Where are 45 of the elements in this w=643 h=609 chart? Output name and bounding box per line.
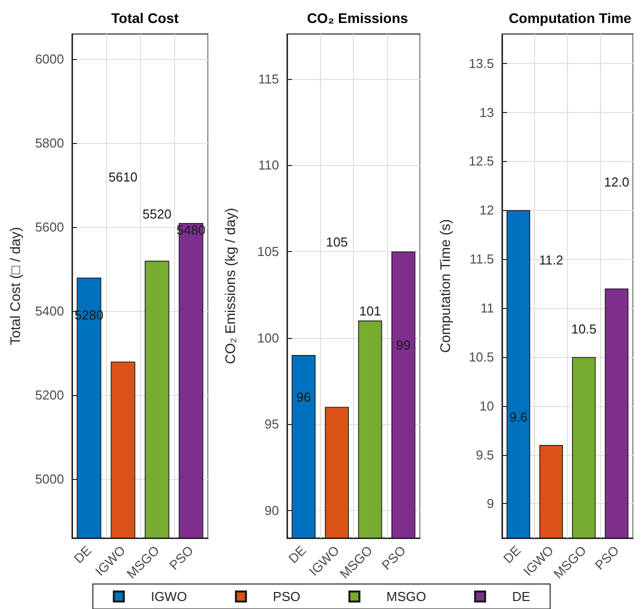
y-tick-label: 5200	[35, 388, 64, 403]
annotation: 99	[396, 338, 411, 352]
annotation: 5520	[142, 206, 172, 222]
annotation: 105	[326, 234, 348, 250]
y-tick-label: 12	[480, 202, 494, 218]
annotation: 96	[296, 390, 311, 404]
y-tick-label: 5800	[35, 136, 64, 151]
y-tick-label: 9	[486, 496, 494, 512]
x-tick-label: DE	[70, 542, 95, 566]
y-tick-label: 6000	[35, 52, 64, 67]
chart-title: Computation Time	[508, 10, 632, 26]
y-tick-label: 5000	[35, 472, 64, 487]
y-tick-label: 105	[257, 244, 279, 259]
y-tick-label: 115	[258, 71, 279, 86]
y-axis-title: CO₂ Emissions (kg / day)	[222, 208, 238, 364]
y-axis-title: Computation Time (s)	[437, 219, 453, 353]
y-tick-label: 10	[480, 398, 494, 414]
y-tick-label: 11	[480, 300, 494, 316]
x-tick-label: DE	[286, 542, 310, 566]
annotation: 9.6	[509, 410, 528, 424]
y-axis-title: Total Cost (□ / day)	[7, 226, 23, 346]
annotation: 11.2	[538, 252, 564, 268]
y-tick-label: 13	[480, 104, 494, 120]
annotation: 10.5	[571, 322, 597, 336]
y-tick-label: 10.5	[468, 349, 494, 364]
annotation: 12.0	[604, 174, 630, 190]
y-tick-label: 100	[257, 330, 279, 346]
y-tick-label: 12.5	[468, 154, 494, 169]
y-tick-label: 110	[258, 158, 279, 173]
legend-label: IGWO	[150, 589, 187, 604]
y-tick-label: 5600	[35, 220, 64, 235]
y-tick-label: 11.5	[470, 252, 494, 267]
legend-label: DE	[512, 589, 530, 604]
y-tick-label: 5400	[35, 304, 64, 319]
legend-label: MSGO	[386, 589, 426, 604]
chart-title: CO₂ Emissions	[306, 10, 408, 26]
annotation: 5610	[108, 170, 138, 184]
y-tick-label: 9.5	[476, 447, 494, 462]
y-tick-label: 90	[264, 502, 279, 518]
y-tick-label: 13.5	[468, 56, 494, 71]
chart-title: Total Cost	[111, 10, 180, 26]
y-tick-label: 95	[264, 416, 279, 432]
annotation: 101	[359, 304, 381, 318]
legend-label: PSO	[272, 589, 300, 604]
x-tick-label: DE	[500, 542, 524, 566]
